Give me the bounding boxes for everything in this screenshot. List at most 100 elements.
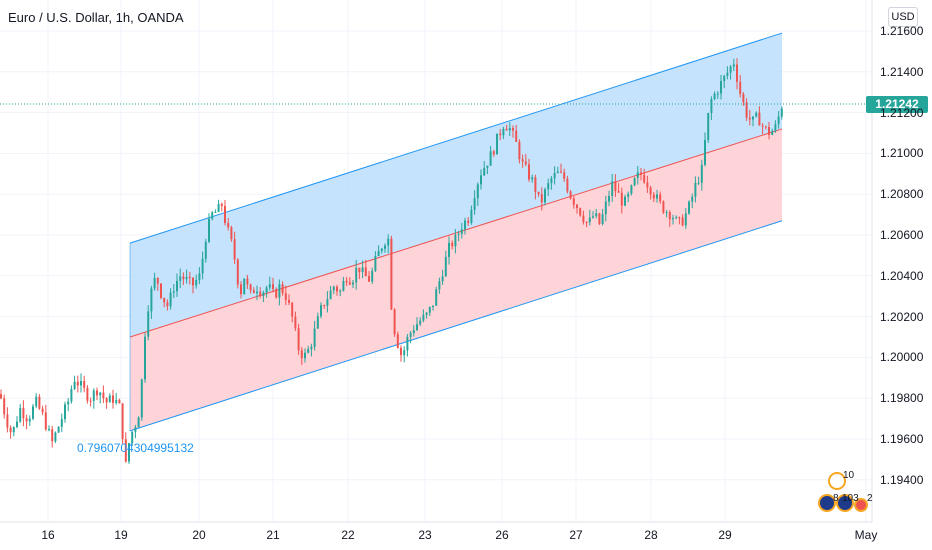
candle-body — [521, 159, 524, 162]
last-price-badge: 1.21242 — [866, 96, 928, 114]
candle-body — [496, 133, 498, 155]
chart-legend-title[interactable]: Euro / U.S. Dollar, 1h, OANDA — [8, 10, 184, 25]
candle-body — [115, 399, 118, 403]
currency-button[interactable]: USD — [888, 7, 918, 27]
time-tick-label: 23 — [418, 528, 432, 542]
candle-body — [502, 128, 505, 136]
candle-body — [240, 284, 242, 295]
candle-body — [281, 284, 284, 294]
candle-body — [508, 127, 511, 131]
candle-body — [361, 267, 364, 273]
candle-body — [707, 113, 710, 141]
candle-body — [483, 167, 486, 176]
candle-body — [352, 282, 354, 285]
candle-body — [313, 328, 316, 347]
candle-body — [249, 284, 252, 291]
candle-body — [752, 116, 754, 120]
time-tick-label: 26 — [495, 528, 509, 542]
candle-body — [83, 380, 86, 388]
candle-body — [92, 390, 95, 401]
candle-body — [310, 346, 313, 349]
price-tick-label: 1.20200 — [880, 309, 924, 324]
candle-body — [780, 108, 783, 117]
candle-body — [22, 407, 25, 419]
candle-body — [256, 291, 258, 294]
candle-body — [150, 288, 153, 312]
candle-body — [412, 330, 415, 334]
candle-body — [233, 239, 236, 260]
candle-body — [320, 305, 322, 317]
candle-body — [355, 267, 358, 283]
price-tick-label: 1.21600 — [880, 24, 924, 38]
candle-body — [76, 381, 79, 386]
candle-body — [265, 287, 268, 293]
candle-body — [544, 189, 546, 203]
candle-body — [710, 99, 713, 114]
candle-body — [467, 220, 470, 223]
candle-body — [563, 172, 566, 179]
candle-body — [195, 279, 198, 286]
candle-body — [656, 194, 658, 199]
candle-body — [425, 312, 428, 315]
candle-body — [515, 130, 518, 142]
candle-body — [166, 302, 169, 307]
candle-body — [720, 81, 722, 94]
candle-body — [278, 284, 281, 298]
candle-body — [236, 259, 239, 285]
candle-body — [38, 396, 41, 409]
candle-body — [57, 426, 60, 433]
candle-body — [99, 392, 102, 396]
event-flag-icon[interactable] — [818, 494, 836, 512]
candle-body — [32, 406, 34, 419]
candle-body — [121, 403, 124, 440]
regression-channel[interactable] — [129, 32, 783, 432]
candle-body — [636, 172, 639, 179]
candle-body — [697, 182, 700, 184]
candle-body — [326, 299, 329, 306]
candle-body — [208, 218, 210, 242]
candle-body — [0, 394, 2, 399]
event-flag-icon[interactable] — [854, 498, 868, 512]
candle-body — [304, 352, 306, 359]
price-tick-label: 1.21200 — [880, 105, 924, 120]
candle-body — [451, 242, 454, 247]
candle-body — [441, 276, 444, 282]
event-flag-icon[interactable] — [836, 494, 854, 512]
candle-body — [364, 267, 367, 277]
candle-body — [432, 305, 434, 307]
candle-body — [105, 398, 108, 403]
candle-body — [329, 290, 332, 300]
candle-body — [108, 395, 111, 403]
candle-body — [288, 300, 290, 303]
candle-body — [342, 280, 345, 291]
candle-body — [396, 334, 399, 348]
candle-body — [144, 336, 146, 380]
candle-body — [620, 192, 623, 206]
candle-body — [608, 195, 610, 202]
candle-body — [35, 396, 38, 407]
candle-body — [291, 302, 294, 317]
candle-body — [28, 418, 31, 422]
candle-body — [70, 389, 73, 402]
candle-body — [96, 390, 98, 396]
candle-body — [60, 419, 63, 427]
candle-body — [172, 291, 175, 293]
economic-events-cluster[interactable]: 10 8 103 2 — [818, 468, 874, 524]
candle-body — [672, 218, 674, 220]
candle-body — [224, 206, 226, 223]
candle-body — [640, 172, 642, 175]
candle-body — [748, 117, 751, 120]
candle-body — [659, 194, 662, 202]
event-flag-icon[interactable] — [828, 472, 846, 490]
candle-body — [419, 320, 422, 325]
time-tick-label: 28 — [644, 528, 658, 542]
candle-body — [684, 213, 687, 226]
candle-body — [499, 133, 502, 136]
candle-body — [473, 198, 476, 210]
candle-body — [761, 125, 764, 127]
candle-body — [16, 421, 18, 428]
candle-body — [400, 347, 402, 356]
candle-body — [246, 278, 249, 285]
candle-body — [739, 81, 742, 95]
